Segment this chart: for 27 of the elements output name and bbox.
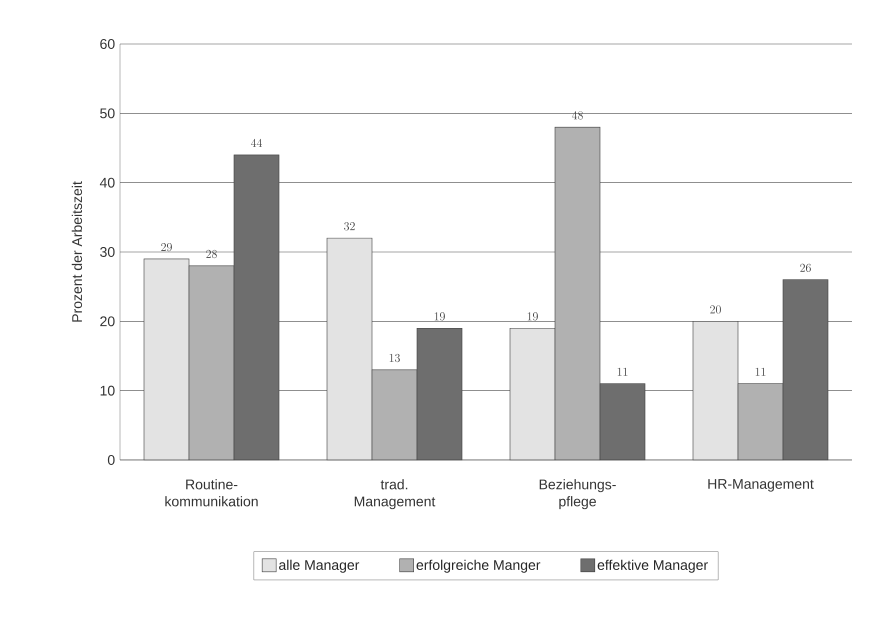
x-tick-label: HR-Management [708, 479, 814, 492]
data-label: 26 [800, 264, 811, 272]
y-tick-label: 40 [100, 178, 115, 188]
y-tick-label: 50 [100, 108, 115, 118]
data-label: 11 [618, 368, 628, 376]
data-label: 19 [528, 312, 538, 321]
y-axis-title: Prozent der Arbeitszeit [72, 181, 82, 322]
y-tick-label: 30 [100, 247, 115, 257]
x-tick-label: trad. Management [354, 479, 436, 510]
legend-label: erfolgreiche Manger [416, 560, 540, 573]
data-label: 32 [344, 222, 355, 230]
data-label: 11 [756, 368, 766, 376]
data-label: 28 [206, 250, 217, 258]
legend-label: effektive Manager [598, 560, 708, 573]
x-tick-label: Routine-kommunikation [165, 479, 258, 506]
y-tick-label: 20 [100, 316, 115, 326]
y-tick-label: 60 [100, 39, 115, 49]
y-tick-label: 10 [100, 386, 115, 396]
data-label: 29 [161, 242, 172, 252]
data-label: 48 [572, 111, 583, 120]
legend-label: alle Manager [279, 560, 360, 573]
data-label: 13 [390, 354, 400, 362]
data-label: 19 [434, 312, 445, 321]
x-tick-label: Beziehungs-pflege [540, 479, 616, 510]
data-label: 44 [250, 138, 262, 147]
y-tick-label: 0 [108, 455, 115, 465]
data-label: 20 [710, 305, 721, 314]
